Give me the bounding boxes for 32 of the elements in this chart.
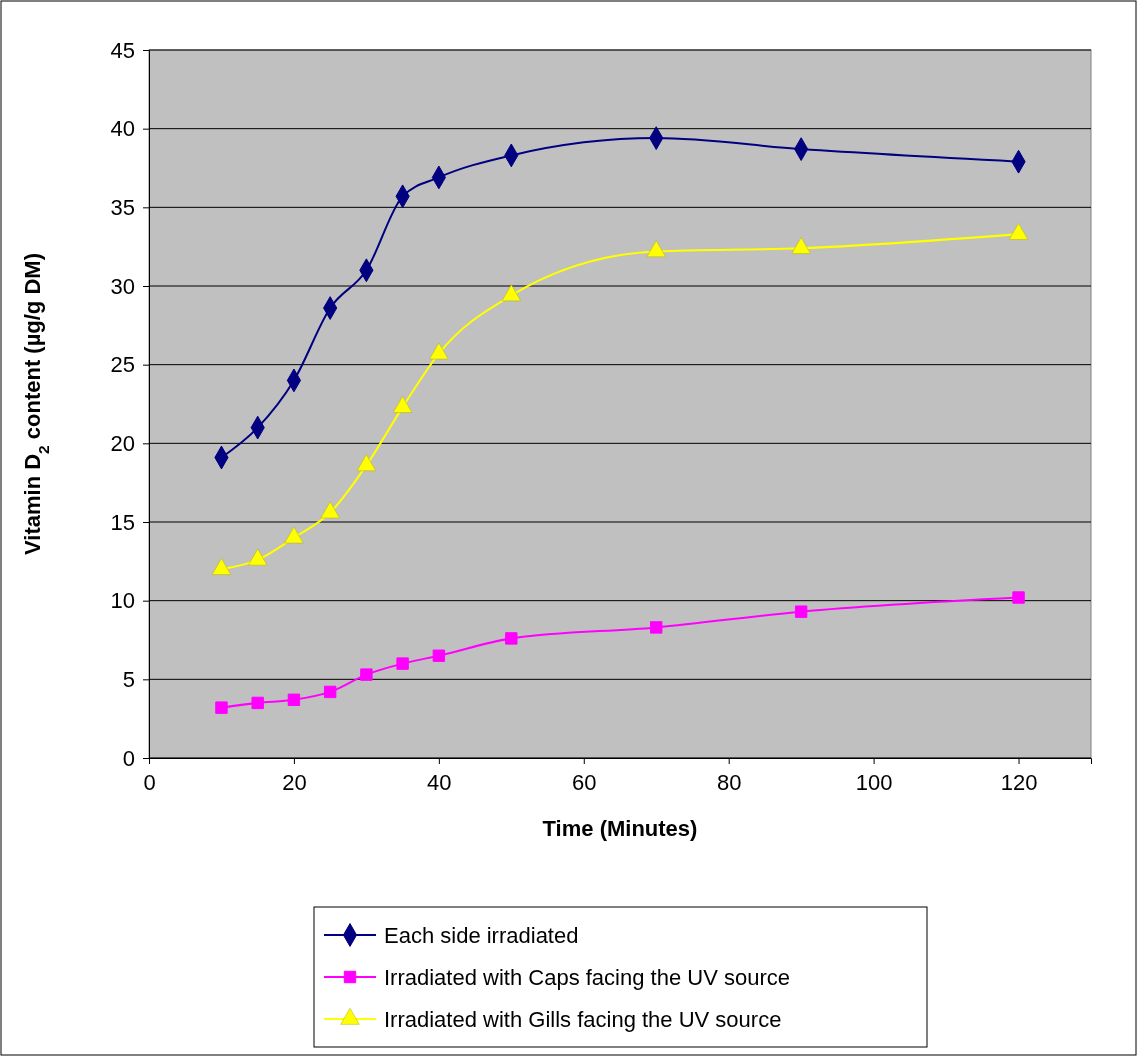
x-axis-title: Time (Minutes) xyxy=(542,816,698,841)
y-tick-label: 10 xyxy=(110,588,135,614)
point xyxy=(432,649,446,662)
x-tick-label: 100 xyxy=(855,769,893,795)
y-tick-label: 5 xyxy=(122,666,135,692)
x-tick-label: 40 xyxy=(427,769,452,795)
y-tick-label: 35 xyxy=(110,194,135,220)
y-tick-label: 40 xyxy=(110,116,135,142)
x-tick-label: 0 xyxy=(143,769,156,795)
point xyxy=(360,668,373,681)
x-tick-label: 60 xyxy=(572,769,597,795)
point xyxy=(287,693,301,706)
x-tick-label: 120 xyxy=(1000,769,1038,795)
point xyxy=(215,701,228,714)
y-tick-label: 20 xyxy=(110,430,135,456)
legend-label: Irradiated with Gills facing the UV source xyxy=(384,1007,782,1032)
y-tick-label: 15 xyxy=(110,509,135,535)
y-tick-label: 25 xyxy=(110,352,135,378)
legend-label: Each side irradiated xyxy=(384,923,579,948)
point xyxy=(794,605,808,618)
y-tick-label: 45 xyxy=(110,37,135,63)
x-tick-label: 20 xyxy=(282,769,307,795)
point xyxy=(505,632,518,645)
legend-label: Irradiated with Caps facing the UV source xyxy=(384,965,790,990)
x-tick-label: 80 xyxy=(716,769,742,795)
point xyxy=(1012,591,1025,604)
point xyxy=(650,621,663,634)
point xyxy=(251,696,264,710)
y-tick-label: 0 xyxy=(122,745,135,771)
point xyxy=(396,657,409,670)
point xyxy=(323,685,337,699)
y-tick-label: 30 xyxy=(110,273,135,299)
